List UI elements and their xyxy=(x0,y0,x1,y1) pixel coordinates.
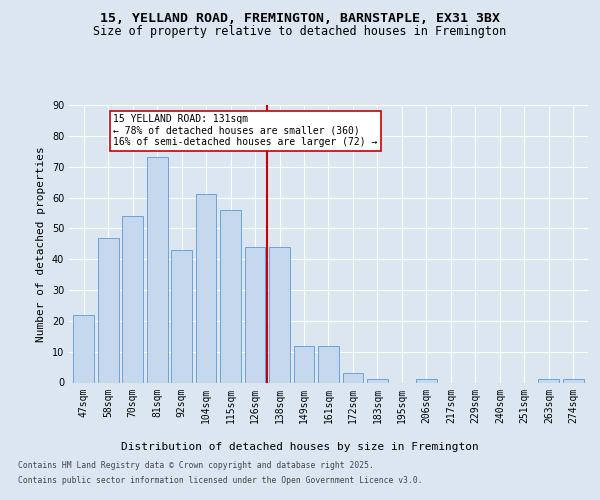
Bar xyxy=(73,314,94,382)
Bar xyxy=(563,380,584,382)
Bar xyxy=(293,346,314,383)
Text: 15, YELLAND ROAD, FREMINGTON, BARNSTAPLE, EX31 3BX: 15, YELLAND ROAD, FREMINGTON, BARNSTAPLE… xyxy=(100,12,500,26)
Bar xyxy=(343,373,364,382)
Bar xyxy=(171,250,192,382)
Text: Size of property relative to detached houses in Fremington: Size of property relative to detached ho… xyxy=(94,25,506,38)
Bar xyxy=(147,158,167,382)
Text: 15 YELLAND ROAD: 131sqm
← 78% of detached houses are smaller (360)
16% of semi-d: 15 YELLAND ROAD: 131sqm ← 78% of detache… xyxy=(113,114,377,148)
Text: Contains HM Land Registry data © Crown copyright and database right 2025.: Contains HM Land Registry data © Crown c… xyxy=(18,461,374,470)
Bar xyxy=(245,247,265,382)
Bar xyxy=(416,380,437,382)
Text: Contains public sector information licensed under the Open Government Licence v3: Contains public sector information licen… xyxy=(18,476,422,485)
Y-axis label: Number of detached properties: Number of detached properties xyxy=(36,146,46,342)
Bar xyxy=(269,247,290,382)
Bar xyxy=(98,238,119,382)
Bar xyxy=(318,346,339,383)
Bar xyxy=(220,210,241,382)
Bar xyxy=(538,380,559,382)
Bar xyxy=(122,216,143,382)
Text: Distribution of detached houses by size in Fremington: Distribution of detached houses by size … xyxy=(121,442,479,452)
Bar xyxy=(196,194,217,382)
Bar xyxy=(367,380,388,382)
